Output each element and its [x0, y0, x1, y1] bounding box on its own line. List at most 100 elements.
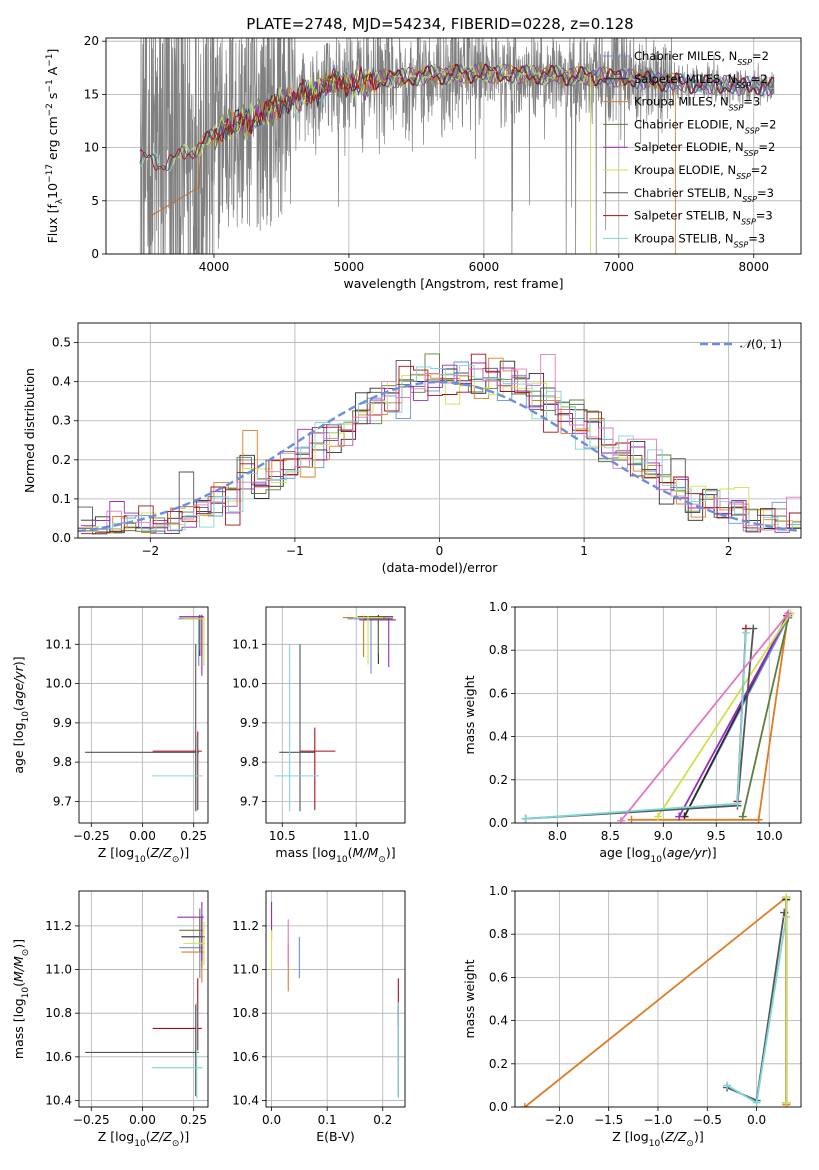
weight-marker: [741, 628, 750, 637]
legend-label: Kroupa ELODIE, NSSP=2: [634, 163, 768, 181]
model-spectrum-chabrier-elodie: [213, 62, 775, 152]
x-tick-label: 0.0: [747, 1113, 766, 1127]
y-tick-label: 0.8: [489, 927, 508, 941]
axes-frame: [265, 606, 406, 824]
legend-label-part: =3: [748, 231, 765, 245]
y-axis-label-part: M/M: [11, 956, 26, 982]
y-tick-label: 9.8: [240, 755, 259, 769]
x-axis-label-part: age/yr: [667, 845, 708, 860]
weight-marker: [675, 812, 684, 821]
y-tick-label: 15: [84, 87, 99, 101]
y-axis-label-part: )]: [11, 656, 26, 666]
x-axis-label: mass [log10(M/M⊙)]: [275, 845, 395, 865]
plot-area: [271, 901, 399, 1099]
x-tick-label: 0.1: [318, 1113, 337, 1127]
legend-label-part: SSP: [741, 217, 756, 226]
plot-area: [520, 893, 791, 1107]
x-axis-label-part: (: [146, 1129, 151, 1144]
x-axis-label-part: ⊙: [686, 1139, 694, 1149]
x-tick-label: −0.25: [73, 1113, 110, 1127]
x-tick-label: 0.00: [129, 1113, 156, 1127]
legend-label-part: Kroupa MILES, N: [634, 95, 729, 109]
legend-label-part: Salpeter MILES, N: [634, 72, 736, 86]
plot-area: [521, 609, 795, 823]
y-tick-label: 0.2: [489, 1057, 508, 1071]
legend-label-part: Kroupa STELIB, N: [634, 231, 734, 245]
legend-label-part: =3: [743, 95, 760, 109]
y-axis-label-part: age [log: [11, 722, 26, 773]
axes-frame: [77, 322, 802, 539]
legend-label-part: SSP: [736, 172, 751, 181]
y-axis-label: age [log10(age/yr)]: [11, 656, 31, 773]
x-axis-label-part: 10: [651, 855, 663, 865]
y-tick-label: 0.0: [489, 816, 508, 830]
y-tick-label: 0.2: [52, 453, 71, 467]
legend-label-part: SSP: [744, 149, 759, 158]
legend-label-part: =2: [751, 163, 768, 177]
weight-line-pink: [620, 612, 790, 822]
x-axis-label-part: ⊙: [172, 1139, 180, 1149]
x-tick-label: −2.0: [545, 1113, 574, 1127]
weight-marker: [752, 1098, 761, 1107]
x-tick-label: −1.5: [594, 1113, 623, 1127]
x-axis-label: Z [log10(Z/Z⊙)]: [98, 1129, 189, 1149]
weight-marker: [784, 609, 793, 618]
y-tick-label: 9.8: [53, 755, 72, 769]
legend-label-part: SSP: [737, 58, 752, 67]
weight-marker: [749, 624, 758, 633]
y-tick-label: 0.1: [52, 492, 71, 506]
x-tick-label: 6000: [469, 260, 500, 274]
histogram-kroupa-stelib: [83, 365, 801, 532]
legend-label: Chabrier ELODIE, NSSP=2: [634, 117, 776, 135]
legend-label: Salpeter STELIB, NSSP=3: [634, 209, 773, 227]
weight-marker: [733, 799, 742, 808]
y-tick-label: 0.4: [489, 1014, 508, 1028]
x-tick-label: 0: [436, 544, 444, 558]
y-axis-label-part: (: [11, 706, 26, 711]
x-axis-label-part: 10: [336, 855, 348, 865]
weight-marker: [723, 1081, 732, 1090]
legend-label-part: SSP: [736, 80, 751, 89]
axes-frame: [105, 37, 802, 255]
y-axis-label: mass [log10(M/M⊙)]: [11, 939, 31, 1059]
y-tick-label: 0: [91, 247, 99, 261]
y-tick-label: 1.0: [489, 600, 508, 614]
x-tick-label: −0.25: [73, 829, 110, 843]
y-axis-label-part: −1: [45, 79, 55, 92]
y-tick-label: 0.4: [489, 730, 508, 744]
y-axis-label-part: mass weight: [462, 675, 477, 754]
y-tick-label: 11.0: [45, 963, 72, 977]
x-axis-label: Z [log10(Z/Z⊙)]: [612, 1129, 703, 1149]
y-axis-label-part: −2: [45, 103, 55, 116]
y-tick-label: 10.6: [232, 1050, 259, 1064]
x-tick-label: 0.00: [129, 829, 156, 843]
x-tick-label: 0.25: [180, 829, 207, 843]
y-axis-label-part: λ: [55, 198, 65, 204]
x-axis-label: Z [log10(Z/Z⊙)]: [98, 845, 189, 865]
x-axis-label-part: Z/Z: [150, 1129, 173, 1144]
x-tick-label: 8.0: [548, 829, 567, 843]
axes-frame: [78, 606, 209, 824]
x-tick-label: 7000: [604, 260, 635, 274]
spectrum-chart: 4000 5000 6000 7000 8000 0 5 10 15 20 wavelength […: [45, 34, 802, 291]
weight-marker: [654, 812, 662, 821]
legend-label-part: Salpeter STELIB, N: [634, 209, 741, 223]
x-axis-label: E(B-V): [316, 1129, 355, 1144]
legend-label-part: =2: [758, 140, 775, 154]
y-tick-label: 10: [84, 141, 99, 155]
y-tick-label: 10.4: [232, 1093, 259, 1107]
y-tick-label: 10.6: [45, 1050, 72, 1064]
y-axis-label-part: −17: [45, 164, 55, 183]
x-axis-label-part: ⊙: [378, 855, 386, 865]
weight-marker: [616, 816, 625, 823]
plot-area: [78, 353, 801, 535]
y-tick-label: 9.9: [240, 716, 259, 730]
y-tick-label: 10.1: [232, 637, 259, 651]
x-axis-label: (data-model)/error: [382, 560, 499, 575]
y-tick-label: 11.2: [232, 919, 259, 933]
y-tick-label: 11.2: [45, 919, 72, 933]
mass-weight-vs-Z-chart: −2.0 −1.5 −1.0 −0.5 0.0 0.0 0.2 0.4 0.6 0.8 1.0 Z […: [462, 884, 802, 1149]
